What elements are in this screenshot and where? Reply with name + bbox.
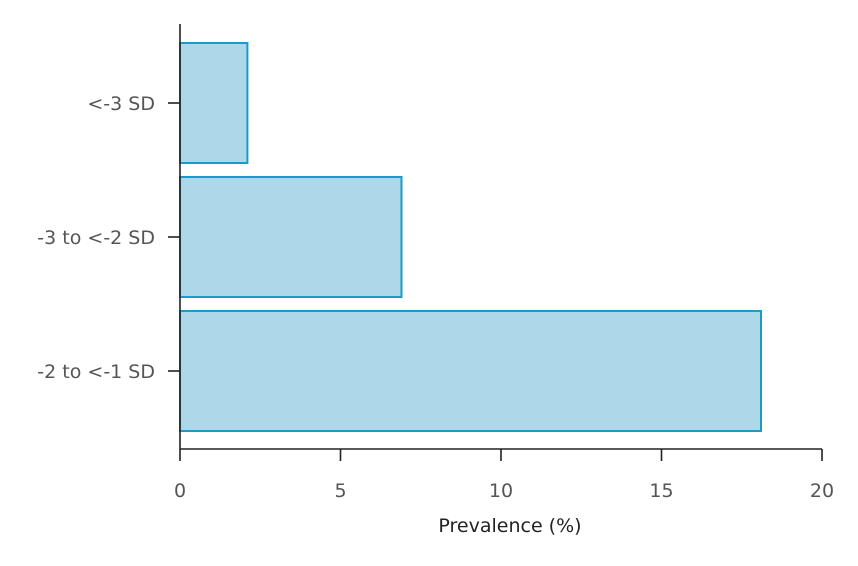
bar-2 [179, 176, 403, 298]
x-tick-label: 15 [649, 480, 673, 502]
bar-3 [179, 310, 763, 432]
x-axis-ticks: 0 5 10 15 20 [174, 449, 834, 502]
x-tick-label: 0 [174, 480, 186, 502]
y-tick-label: -2 to <-1 SD [37, 361, 155, 383]
y-tick-label: -3 to <-2 SD [37, 227, 155, 249]
y-axis-ticks: <-3 SD -3 to <-2 SD -2 to <-1 SD [37, 93, 180, 383]
x-axis-title: Prevalence (%) [438, 515, 581, 537]
x-tick-label: 5 [334, 480, 346, 502]
y-tick-label: <-3 SD [87, 93, 155, 115]
bars [179, 42, 763, 432]
x-tick-label: 10 [489, 480, 513, 502]
bar-1 [179, 42, 249, 164]
x-tick-label: 20 [810, 480, 834, 502]
